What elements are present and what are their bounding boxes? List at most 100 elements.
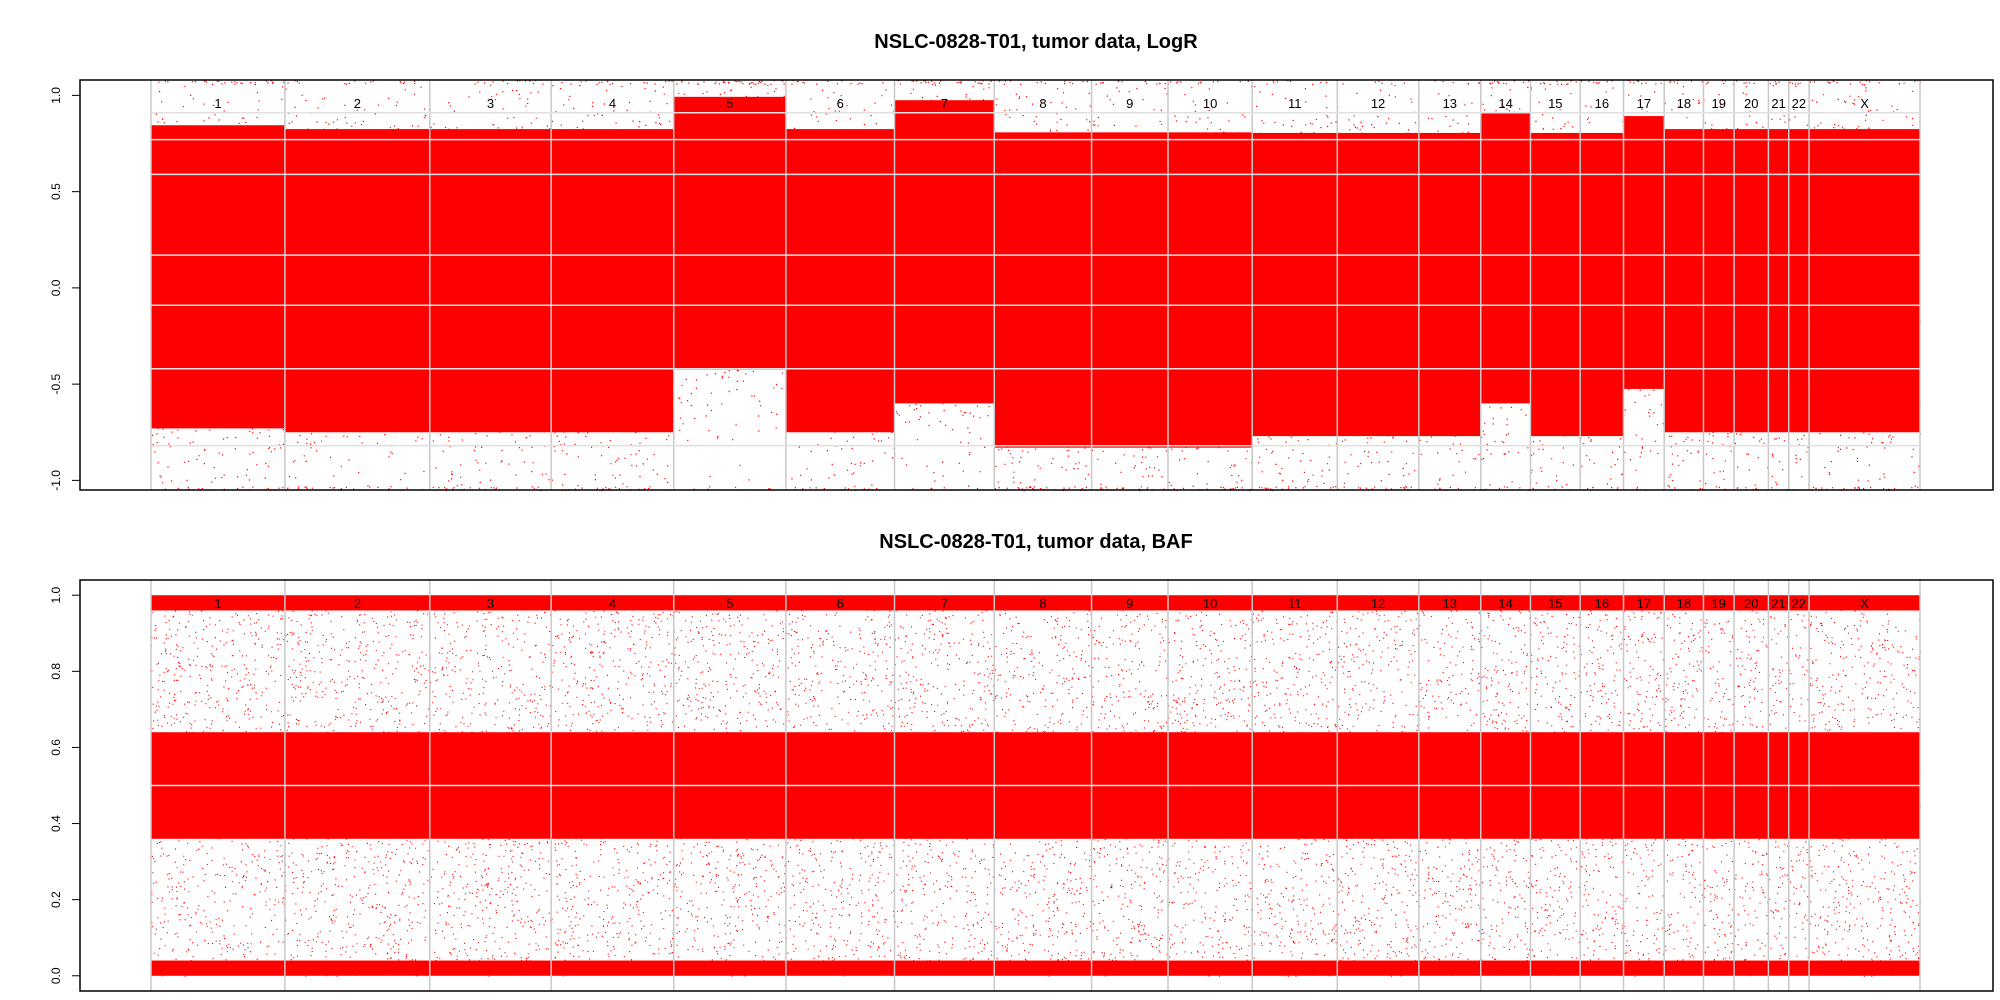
logr-chrom-label: 11 <box>1288 96 1302 111</box>
logr-plot-frame <box>79 79 1994 491</box>
logr-chrom-label: 3 <box>487 96 494 111</box>
logr-points-chr17 <box>1623 80 1666 491</box>
logr-chrom-label: 10 <box>1203 96 1217 111</box>
baf-band-2 <box>785 960 895 976</box>
logr-points-chr15 <box>1530 80 1582 491</box>
baf-band-2 <box>1788 960 1810 976</box>
logr-y-axis: -1.0 -0.5 0.0 0.5 1.0 <box>49 87 80 491</box>
logr-point-core <box>1664 129 1704 433</box>
logr-points-chr12 <box>1337 80 1420 491</box>
baf-chrom-label: 21 <box>1771 596 1785 611</box>
logr-chrom-label: 18 <box>1677 96 1691 111</box>
logr-points-chr22 <box>1788 82 1811 491</box>
baf-chromosome-boundaries <box>150 580 1921 991</box>
logr-points <box>151 80 1922 492</box>
baf-chrom-label: 19 <box>1712 596 1726 611</box>
logr-chrom-label: X <box>1860 96 1869 111</box>
baf-point-scatter <box>1703 597 1736 976</box>
baf-band-2 <box>1768 960 1789 976</box>
baf-band-0 <box>1703 595 1735 611</box>
logr-chrom-label: 19 <box>1712 96 1726 111</box>
baf-band-2 <box>673 960 786 976</box>
baf-point-scatter <box>994 595 1093 977</box>
baf-band-2 <box>1664 960 1704 976</box>
baf-band-0 <box>1580 595 1624 611</box>
baf-title: NSLC-0828-T01, tumor data, BAF <box>879 531 1192 553</box>
baf-band-2 <box>1809 960 1920 976</box>
logr-points-chr18 <box>1664 80 1705 491</box>
baf-chrom-label: 11 <box>1288 596 1302 611</box>
logr-point-core <box>1788 129 1810 433</box>
baf-band-0 <box>429 595 552 611</box>
logr-point-cloud <box>1530 80 1582 491</box>
logr-point-core <box>1734 129 1769 433</box>
baf-band-2 <box>429 960 552 976</box>
baf-chrom-label: 13 <box>1443 596 1457 611</box>
baf-point-scatter <box>1788 596 1811 973</box>
baf-y-tick-label: 1.0 <box>49 587 63 604</box>
baf-chrom-label: 10 <box>1203 596 1217 611</box>
logr-points-chr6 <box>785 80 896 491</box>
logr-point-core <box>1252 132 1338 437</box>
baf-chrom-label: 7 <box>941 596 948 611</box>
baf-band-2 <box>1252 960 1338 976</box>
logr-point-core <box>551 129 674 433</box>
baf-band-0 <box>1623 595 1665 611</box>
baf-band-0 <box>1530 595 1581 611</box>
logr-chrom-label: 20 <box>1744 96 1758 111</box>
baf-chrom-label: X <box>1860 596 1869 611</box>
baf-chrom-label: 1 <box>214 596 221 611</box>
baf-chrom-label: 18 <box>1677 596 1691 611</box>
baf-band-0 <box>994 595 1092 611</box>
logr-point-core <box>1623 116 1665 389</box>
logr-points-chr4 <box>551 80 675 492</box>
logr-point-core <box>1580 132 1624 437</box>
logr-points-chr8 <box>994 80 1093 492</box>
logr-chrom-label: 7 <box>941 96 948 111</box>
baf-chrom-label: 14 <box>1498 596 1512 611</box>
logr-point-core <box>1418 132 1481 437</box>
logr-chrom-label: 22 <box>1792 96 1806 111</box>
logr-point-core <box>429 129 552 433</box>
logr-point-core <box>673 96 786 370</box>
baf-chrom-label: 8 <box>1039 596 1046 611</box>
baf-band-0 <box>1418 595 1481 611</box>
logr-point-core <box>1167 132 1253 448</box>
baf-y-tick-label: 0.6 <box>49 739 63 756</box>
baf-band-2 <box>1167 960 1253 976</box>
logr-points-chr2 <box>284 80 431 491</box>
baf-band-2 <box>1337 960 1419 976</box>
baf-band-2 <box>1623 960 1665 976</box>
logr-points-chr5 <box>673 80 787 490</box>
baf-band-0 <box>673 595 786 611</box>
logr-points-chr9 <box>1091 80 1170 492</box>
logr-points-chr11 <box>1252 80 1339 492</box>
baf-y-axis: 0.0 0.2 0.4 0.6 0.8 1.0 <box>49 587 80 984</box>
baf-y-tick-label: 0.4 <box>49 815 63 832</box>
logr-point-core <box>994 132 1092 448</box>
baf-band-2 <box>1530 960 1581 976</box>
logr-chromosome-boundaries <box>150 80 1921 490</box>
logr-points-chr7 <box>894 80 996 490</box>
baf-band-0 <box>894 595 995 611</box>
logr-y-tick-label: -0.5 <box>49 373 63 394</box>
logr-points-chr10 <box>1167 80 1254 492</box>
logr-y-tick-label: 0.0 <box>49 279 63 296</box>
baf-band-0 <box>1167 595 1253 611</box>
logr-chrom-label: 6 <box>837 96 844 111</box>
baf-chrom-label: 2 <box>354 596 361 611</box>
logr-chrom-label: 16 <box>1595 96 1609 111</box>
baf-band-0 <box>1337 595 1419 611</box>
logr-point-core <box>1337 132 1419 437</box>
baf-band-0 <box>785 595 895 611</box>
baf-chrom-label: 16 <box>1595 596 1609 611</box>
logr-chrom-label: 4 <box>609 96 616 111</box>
logr-chrom-label: 5 <box>726 96 733 111</box>
logr-chrom-label: 21 <box>1771 96 1785 111</box>
baf-band-2 <box>1480 960 1531 976</box>
baf-band-2 <box>994 960 1092 976</box>
baf-band-0 <box>1788 595 1810 611</box>
